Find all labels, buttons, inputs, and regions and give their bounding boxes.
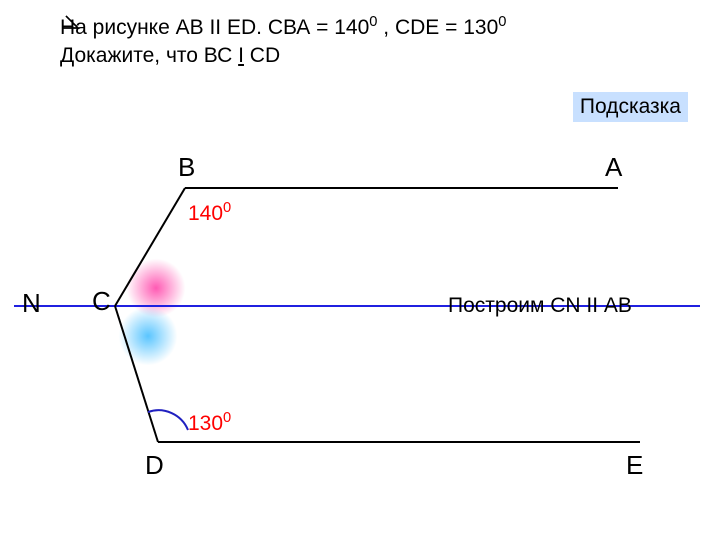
angle1-sup: 0 [369,14,377,30]
problem-line2: Докажите, что ВС I CD [60,44,280,67]
angle-140-label: 1400 [188,202,231,226]
label-D: D [145,450,164,481]
angle2-sup: 0 [498,14,506,30]
problem-line1: На рисунке АВ II ЕD. СВА = 1400 , СDE = … [60,16,506,39]
label-E: E [626,450,643,481]
label-B: B [178,152,195,183]
angle2: СDE = 130 [395,16,498,39]
problem-pre: На рисунке АВ II ЕD. [60,16,268,39]
angle-130-label: 1300 [188,412,231,436]
label-C: C [92,286,111,317]
angle1: СВА = 140 [268,16,369,39]
label-A: A [605,152,622,183]
diagram: B A N C D E 1400 1300 Построим СN II АВ [0,140,720,540]
construction-text: Построим СN II АВ [448,294,632,318]
diagram-svg [0,140,720,520]
angle-sep: , [383,16,395,39]
label-N: N [22,288,41,319]
hint-button[interactable]: Подсказка [573,92,688,122]
angle-symbol-icon [60,14,80,30]
problem-statement: На рисунке АВ II ЕD. СВА = 1400 , СDE = … [60,14,660,71]
